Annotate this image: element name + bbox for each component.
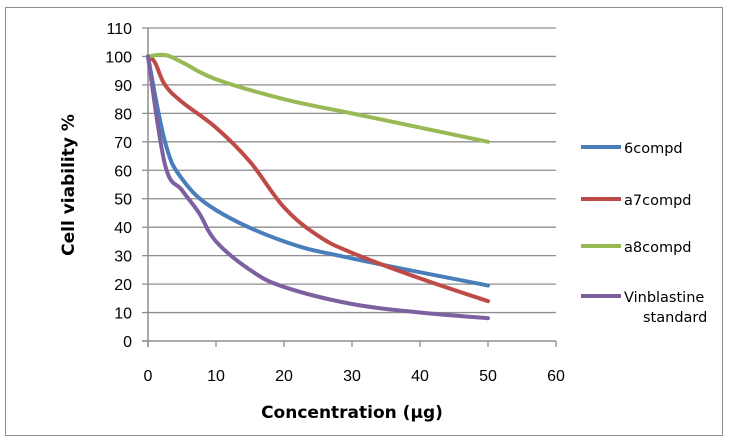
- y-tick-label: 110: [106, 21, 132, 38]
- x-tick-labels: 0 10 20 30 40 50 60: [144, 368, 565, 385]
- x-tick-label: 40: [411, 368, 429, 385]
- y-tick-labels: 0 10 20 30 40 50 60 70 80 90 100 110: [105, 21, 132, 351]
- legend-label: standard: [643, 310, 707, 326]
- y-tick-label: 20: [114, 277, 132, 294]
- legend-item-vinblastine-standard: Vinblastine standard: [581, 290, 707, 326]
- gridlines: [148, 27, 556, 314]
- y-tick-label: 60: [114, 163, 132, 180]
- y-tick-label: 0: [123, 334, 132, 351]
- legend-label: Vinblastine: [624, 290, 704, 306]
- series-line-a8compd: [146, 52, 490, 144]
- y-tick-label: 30: [114, 249, 132, 266]
- legend-item-a7compd: a7compd: [581, 193, 692, 209]
- legend: 6compd a7compd a8compd Vinblastine standard: [581, 141, 707, 326]
- y-tick-label: 10: [114, 306, 132, 323]
- x-tick-label: 50: [479, 368, 497, 385]
- x-tick-label: 20: [275, 368, 293, 385]
- y-axis-title: Cell viability %: [59, 114, 79, 256]
- y-tick-label: 50: [114, 192, 132, 209]
- series-line-vinblastine-standard: [146, 54, 490, 321]
- series-line-6compd: [146, 54, 490, 288]
- y-tick-label: 90: [114, 78, 132, 95]
- x-tick-label: 60: [547, 368, 565, 385]
- series-lines: [146, 52, 490, 321]
- legend-item-6compd: 6compd: [581, 141, 683, 157]
- legend-item-a8compd: a8compd: [581, 240, 692, 256]
- y-tick-label: 40: [114, 220, 132, 237]
- x-tick-label: 0: [144, 368, 153, 385]
- chart-frame: [5, 7, 723, 436]
- x-tick-label: 10: [207, 368, 225, 385]
- legend-label: a8compd: [624, 240, 692, 256]
- y-tick-label: 70: [114, 135, 132, 152]
- y-tick-label: 80: [114, 106, 132, 123]
- legend-label: 6compd: [624, 141, 683, 157]
- legend-label: a7compd: [624, 193, 692, 209]
- x-tick-label: 30: [343, 368, 361, 385]
- y-tick-label: 100: [105, 49, 132, 66]
- x-axis-title: Concentration (μg): [261, 403, 443, 423]
- series-line-a7compd: [146, 54, 490, 304]
- axes: [142, 27, 557, 347]
